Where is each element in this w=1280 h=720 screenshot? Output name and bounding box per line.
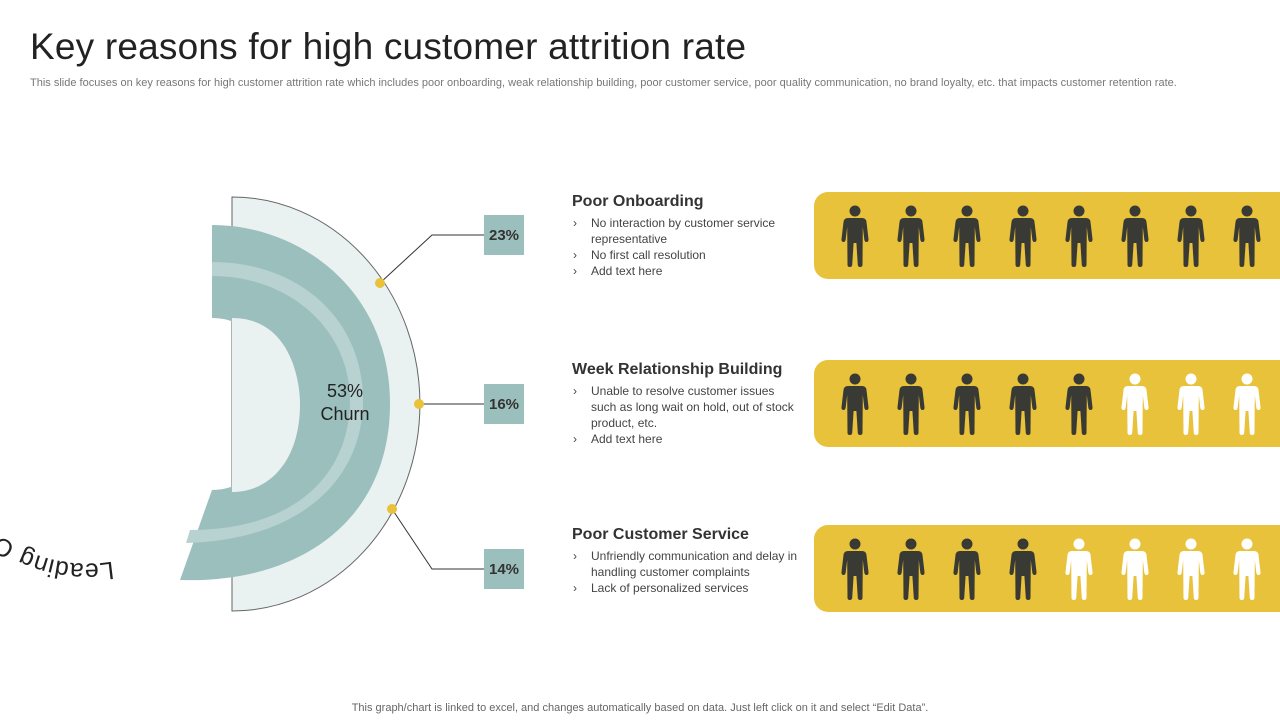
person-icon xyxy=(896,538,926,600)
connector-dot-2 xyxy=(414,399,424,409)
churn-center-label: 53% Churn xyxy=(300,380,390,426)
inner-light-half xyxy=(232,318,300,492)
reason-relationship-building: Week Relationship Building Unable to res… xyxy=(572,361,802,447)
page-title: Key reasons for high customer attrition … xyxy=(30,26,747,67)
churn-value: 53% xyxy=(326,381,364,401)
person-icon xyxy=(1008,538,1038,600)
percent-box-1: 23% xyxy=(484,215,524,255)
page-subtitle: This slide focuses on key reasons for hi… xyxy=(30,77,1177,89)
person-icon xyxy=(1008,205,1038,267)
person-icon xyxy=(1120,538,1150,600)
person-icon xyxy=(1064,538,1094,600)
person-icon xyxy=(840,538,870,600)
percent-box-2: 16% xyxy=(484,384,524,424)
reason-title: Week Relationship Building xyxy=(572,361,783,378)
reason-bullet: Unfriendly communication and delay in ha… xyxy=(572,548,802,580)
leading-causes-label: Leading Causes of Churn xyxy=(0,375,116,585)
reason-title: Poor Onboarding xyxy=(572,193,704,210)
person-icon xyxy=(1176,205,1206,267)
reason-poor-onboarding: Poor Onboarding No interaction by custom… xyxy=(572,193,802,279)
person-icon xyxy=(1176,373,1206,435)
person-icon xyxy=(840,205,870,267)
connector-dot-3 xyxy=(387,504,397,514)
connector-line-3 xyxy=(391,508,485,570)
person-icon xyxy=(1064,205,1094,267)
person-icon xyxy=(1008,373,1038,435)
people-band-1 xyxy=(814,192,1280,279)
person-icon xyxy=(952,538,982,600)
person-icon xyxy=(1176,538,1206,600)
people-band-2 xyxy=(814,360,1280,447)
person-icon xyxy=(1120,205,1150,267)
reason-bullet: Add text here xyxy=(572,263,802,279)
person-icon xyxy=(1064,373,1094,435)
reason-bullet: No first call resolution xyxy=(572,247,802,263)
reason-title: Poor Customer Service xyxy=(572,526,749,543)
person-icon xyxy=(952,373,982,435)
people-band-3 xyxy=(814,525,1280,612)
person-icon xyxy=(896,205,926,267)
footer-note: This graph/chart is linked to excel, and… xyxy=(351,702,929,714)
person-icon xyxy=(1232,373,1262,435)
connector-dot-1 xyxy=(375,278,385,288)
person-icon xyxy=(840,373,870,435)
person-icon xyxy=(1232,538,1262,600)
reason-bullet: Unable to resolve customer issues such a… xyxy=(572,383,802,431)
person-icon xyxy=(896,373,926,435)
reason-bullet: Lack of personalized services xyxy=(572,580,802,596)
person-icon xyxy=(1120,373,1150,435)
percent-box-3: 14% xyxy=(484,549,524,589)
person-icon xyxy=(1232,205,1262,267)
person-icon xyxy=(952,205,982,267)
reason-bullet: Add text here xyxy=(572,431,802,447)
connector-line-1 xyxy=(379,234,485,284)
reason-poor-customer-service: Poor Customer Service Unfriendly communi… xyxy=(572,526,802,596)
churn-text: Churn xyxy=(320,404,370,424)
reason-bullet: No interaction by customer service repre… xyxy=(572,215,802,247)
